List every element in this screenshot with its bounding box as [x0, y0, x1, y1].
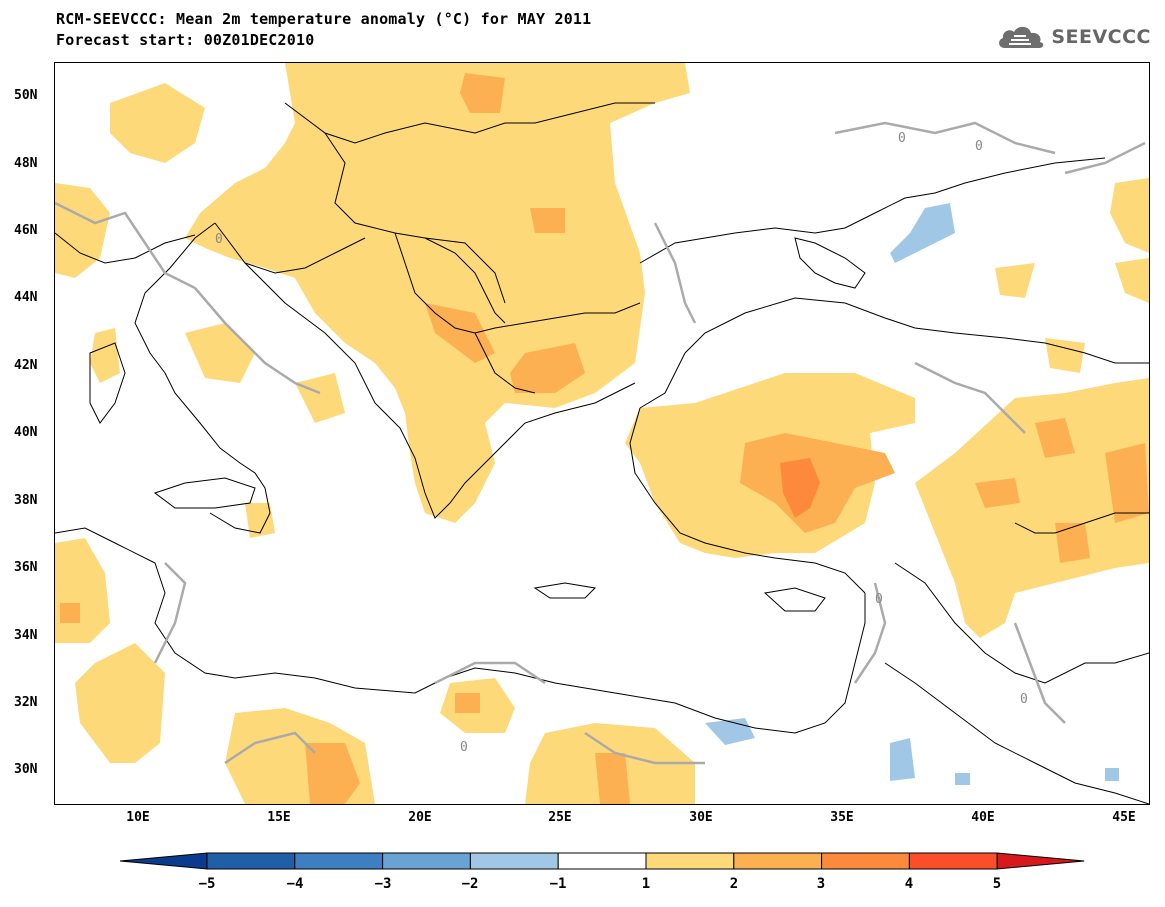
colorbar-segment	[557, 852, 647, 870]
cloud-logo-icon	[999, 26, 1044, 48]
zero-contours	[55, 121, 1146, 765]
lat-label-30n: 30N	[14, 762, 38, 777]
contour-label: 0	[215, 232, 223, 247]
lat-label-48n: 48N	[14, 156, 38, 171]
contour-label: 0	[875, 592, 883, 607]
colorbar-label: 1	[641, 876, 651, 892]
colorbar-label: 4	[904, 876, 914, 892]
contour-label: 0	[975, 139, 983, 154]
coastlines-borders	[55, 102, 1149, 804]
colorbar-label: −3	[374, 876, 392, 892]
lon-label-10e: 10E	[126, 810, 150, 825]
colorbar-segment	[469, 852, 559, 870]
seevccc-logo: SEEVCCC	[995, 22, 1151, 52]
anomaly-3-4-areas	[780, 458, 820, 518]
lat-label-46n: 46N	[14, 223, 38, 238]
lat-label-42n: 42N	[14, 358, 38, 373]
colorbar-segment	[294, 852, 384, 870]
contour-label: 0	[898, 131, 906, 146]
lat-label-34n: 34N	[14, 628, 38, 643]
anomaly-2-3-areas	[60, 73, 1149, 804]
lon-label-35e: 35E	[830, 810, 854, 825]
logo-text: SEEVCCC	[1051, 26, 1151, 48]
lon-label-15e: 15E	[267, 810, 291, 825]
map-canvas: 0 0 0 0 0 0	[55, 63, 1149, 804]
colorbar-label: −1	[549, 876, 567, 892]
colorbar-segment	[908, 852, 998, 870]
lat-label-36n: 36N	[14, 560, 38, 575]
map-title: RCM-SEEVCCC: Mean 2m temperature anomaly…	[56, 10, 592, 28]
colorbar-segment	[206, 852, 296, 870]
colorbar-label: −2	[461, 876, 479, 892]
colorbar-label: 5	[992, 876, 1002, 892]
colorbar-label: −4	[286, 876, 304, 892]
lon-label-40e: 40E	[971, 810, 995, 825]
lat-label-38n: 38N	[14, 493, 38, 508]
colorbar-arrow-left	[120, 852, 208, 870]
colorbar-arrow-right	[996, 852, 1085, 870]
contour-label: 0	[1020, 692, 1028, 707]
forecast-start-subtitle: Forecast start: 00Z01DEC2010	[56, 31, 315, 49]
lon-label-45e: 45E	[1112, 810, 1136, 825]
lat-label-44n: 44N	[14, 290, 38, 305]
contour-label: 0	[460, 740, 468, 755]
colorbar-segment	[733, 852, 823, 870]
colorbar	[120, 852, 1085, 870]
anomaly-1-2-areas	[55, 63, 1149, 804]
colorbar-label: 3	[816, 876, 826, 892]
colorbar-segment	[382, 852, 471, 870]
colorbar-segment	[821, 852, 910, 870]
lat-label-50n: 50N	[14, 88, 38, 103]
lon-label-30e: 30E	[689, 810, 713, 825]
lon-label-25e: 25E	[548, 810, 572, 825]
colorbar-label: −5	[198, 876, 216, 892]
lon-label-20e: 20E	[408, 810, 432, 825]
lat-label-40n: 40N	[14, 425, 38, 440]
temperature-anomaly-map: 0 0 0 0 0 0	[54, 62, 1150, 805]
colorbar-label: 2	[729, 876, 739, 892]
colorbar-segment	[645, 852, 735, 870]
lat-label-32n: 32N	[14, 695, 38, 710]
contour-labels: 0 0 0 0 0 0	[215, 131, 1028, 755]
